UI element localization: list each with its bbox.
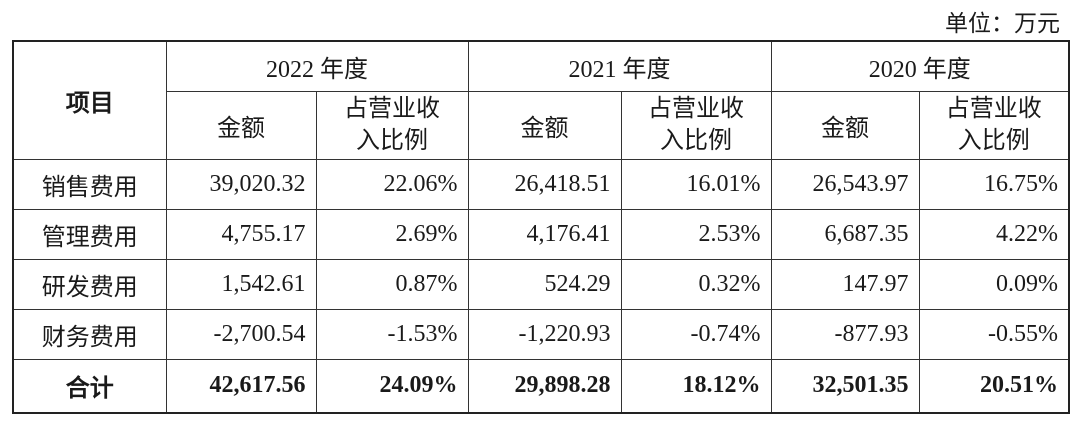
cell: 4,755.17 (165, 208, 317, 260)
amount-header: 金额 (467, 90, 622, 160)
cell: -2,700.54 (165, 308, 317, 360)
cell: 6,687.35 (770, 208, 920, 260)
cell: 4,176.41 (467, 208, 622, 260)
cell: 4.22% (918, 208, 1070, 260)
data-row: 财务费用 -2,700.54 -1.53% -1,220.93 -0.74% -877.9… (12, 308, 1070, 360)
unit-note: 单位：万元 (945, 11, 1060, 36)
cell: 1,542.61 (165, 258, 317, 310)
cell: 42,617.56 (165, 358, 317, 413)
cell: 16.01% (620, 158, 772, 210)
cell: -1.53% (315, 308, 469, 360)
cell: 26,418.51 (467, 158, 622, 210)
cell: 26,543.97 (770, 158, 920, 210)
year-header: 2022 年度 (165, 40, 469, 92)
cell: 29,898.28 (467, 358, 622, 413)
item-header: 项目 (12, 40, 167, 160)
cell: 0.32% (620, 258, 772, 310)
cell: 2.69% (315, 208, 469, 260)
cell: 18.12% (620, 358, 772, 413)
data-row: 研发费用 1,542.61 0.87% 524.29 0.32% 147.97 0.09% (12, 258, 1070, 310)
ratio-header-text: 占营业收入比例 (647, 96, 744, 154)
year-header: 2021 年度 (467, 40, 772, 92)
header-row: 项目 2022 年度 2021 年度 2020 年度 (12, 40, 1070, 160)
ratio-header: 占营业收入比例 (315, 90, 469, 160)
ratio-header: 占营业收入比例 (918, 90, 1070, 160)
cell: 39,020.32 (165, 158, 317, 210)
amount-header: 金额 (770, 90, 920, 160)
data-row: 合计 42,617.56 24.09% 29,898.28 18.12% 32,501.3… (12, 358, 1070, 413)
cell: 147.97 (770, 258, 920, 310)
cell: 16.75% (918, 158, 1070, 210)
cell: 22.06% (315, 158, 469, 210)
cell: -1,220.93 (467, 308, 622, 360)
cell: 0.87% (315, 258, 469, 310)
ratio-header: 占营业收入比例 (620, 90, 772, 160)
cell: -877.93 (770, 308, 920, 360)
cell: 524.29 (467, 258, 622, 310)
cell: -0.74% (620, 308, 772, 360)
cell: 2.53% (620, 208, 772, 260)
row-label: 合计 (12, 358, 167, 413)
cell: 0.09% (918, 258, 1070, 310)
row-label: 销售费用 (12, 158, 167, 210)
amount-header: 金额 (165, 90, 317, 160)
cell: -0.55% (918, 308, 1070, 360)
row-label: 财务费用 (12, 308, 167, 360)
data-row: 管理费用 4,755.17 2.69% 4,176.41 2.53% 6,687.35 4.… (12, 208, 1070, 260)
ratio-header-text: 占营业收入比例 (343, 96, 440, 154)
year-header: 2020 年度 (770, 40, 1070, 92)
subheader-row: 金额 占营业收入比例 金额 占营业收入比例 金额 占营业收入比例 (13, 90, 1070, 160)
row-label: 研发费用 (12, 258, 167, 310)
row-label: 管理费用 (12, 208, 167, 260)
ratio-header-text: 占营业收入比例 (945, 96, 1042, 154)
cell: 32,501.35 (770, 358, 920, 413)
cell: 20.51% (918, 358, 1070, 413)
data-row: 销售费用 39,020.32 22.06% 26,418.51 16.01% 26,543… (12, 158, 1070, 210)
expense-table: 项目 2022 年度 2021 年度 2020 年度 金额 占营业收入比例 金额 占营业收入比… (12, 40, 1070, 414)
cell: 24.09% (315, 358, 469, 413)
